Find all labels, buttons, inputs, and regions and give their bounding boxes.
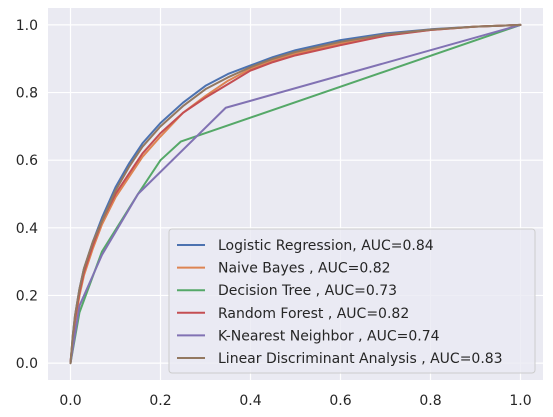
legend-box [168,228,536,374]
y-tick-label: 0.4 [16,221,38,237]
x-tick-label: 0.6 [329,393,351,409]
legend-label-0: Logistic Regression, AUC=0.84 [218,238,434,254]
y-tick-label: 0.2 [16,288,38,304]
series-line-4 [69,23,522,365]
series-line-5 [69,23,522,365]
x-tick-label: 0.0 [59,393,81,409]
x-tick-label: 0.8 [419,393,441,409]
legend-label-2: Decision Tree , AUC=0.73 [218,283,397,299]
y-tick-label: 1.0 [16,18,38,34]
legend-label-5: Linear Discriminant Analysis , AUC=0.83 [218,351,503,367]
legend-label-1: Naive Bayes , AUC=0.82 [218,261,391,277]
x-tick-label: 1.0 [509,393,531,409]
legend-label-4: K-Nearest Neighbor , AUC=0.74 [218,328,440,344]
x-tick-label: 0.4 [239,393,261,409]
y-tick-label: 0.8 [16,86,38,102]
x-tick-label: 0.2 [149,393,171,409]
y-tick-label: 0.0 [16,356,38,372]
series-lines [69,23,522,365]
y-tick-label: 0.6 [16,153,38,169]
y-axis-ticks: 0.0 0.2 0.4 0.6 0.8 1.0 [16,18,38,372]
x-axis-ticks: 0.0 0.2 0.4 0.6 0.8 1.0 [59,393,531,409]
legend: Logistic Regression, AUC=0.84 Naive Bayes… [168,228,536,374]
legend-label-3: Random Forest , AUC=0.82 [218,306,409,322]
